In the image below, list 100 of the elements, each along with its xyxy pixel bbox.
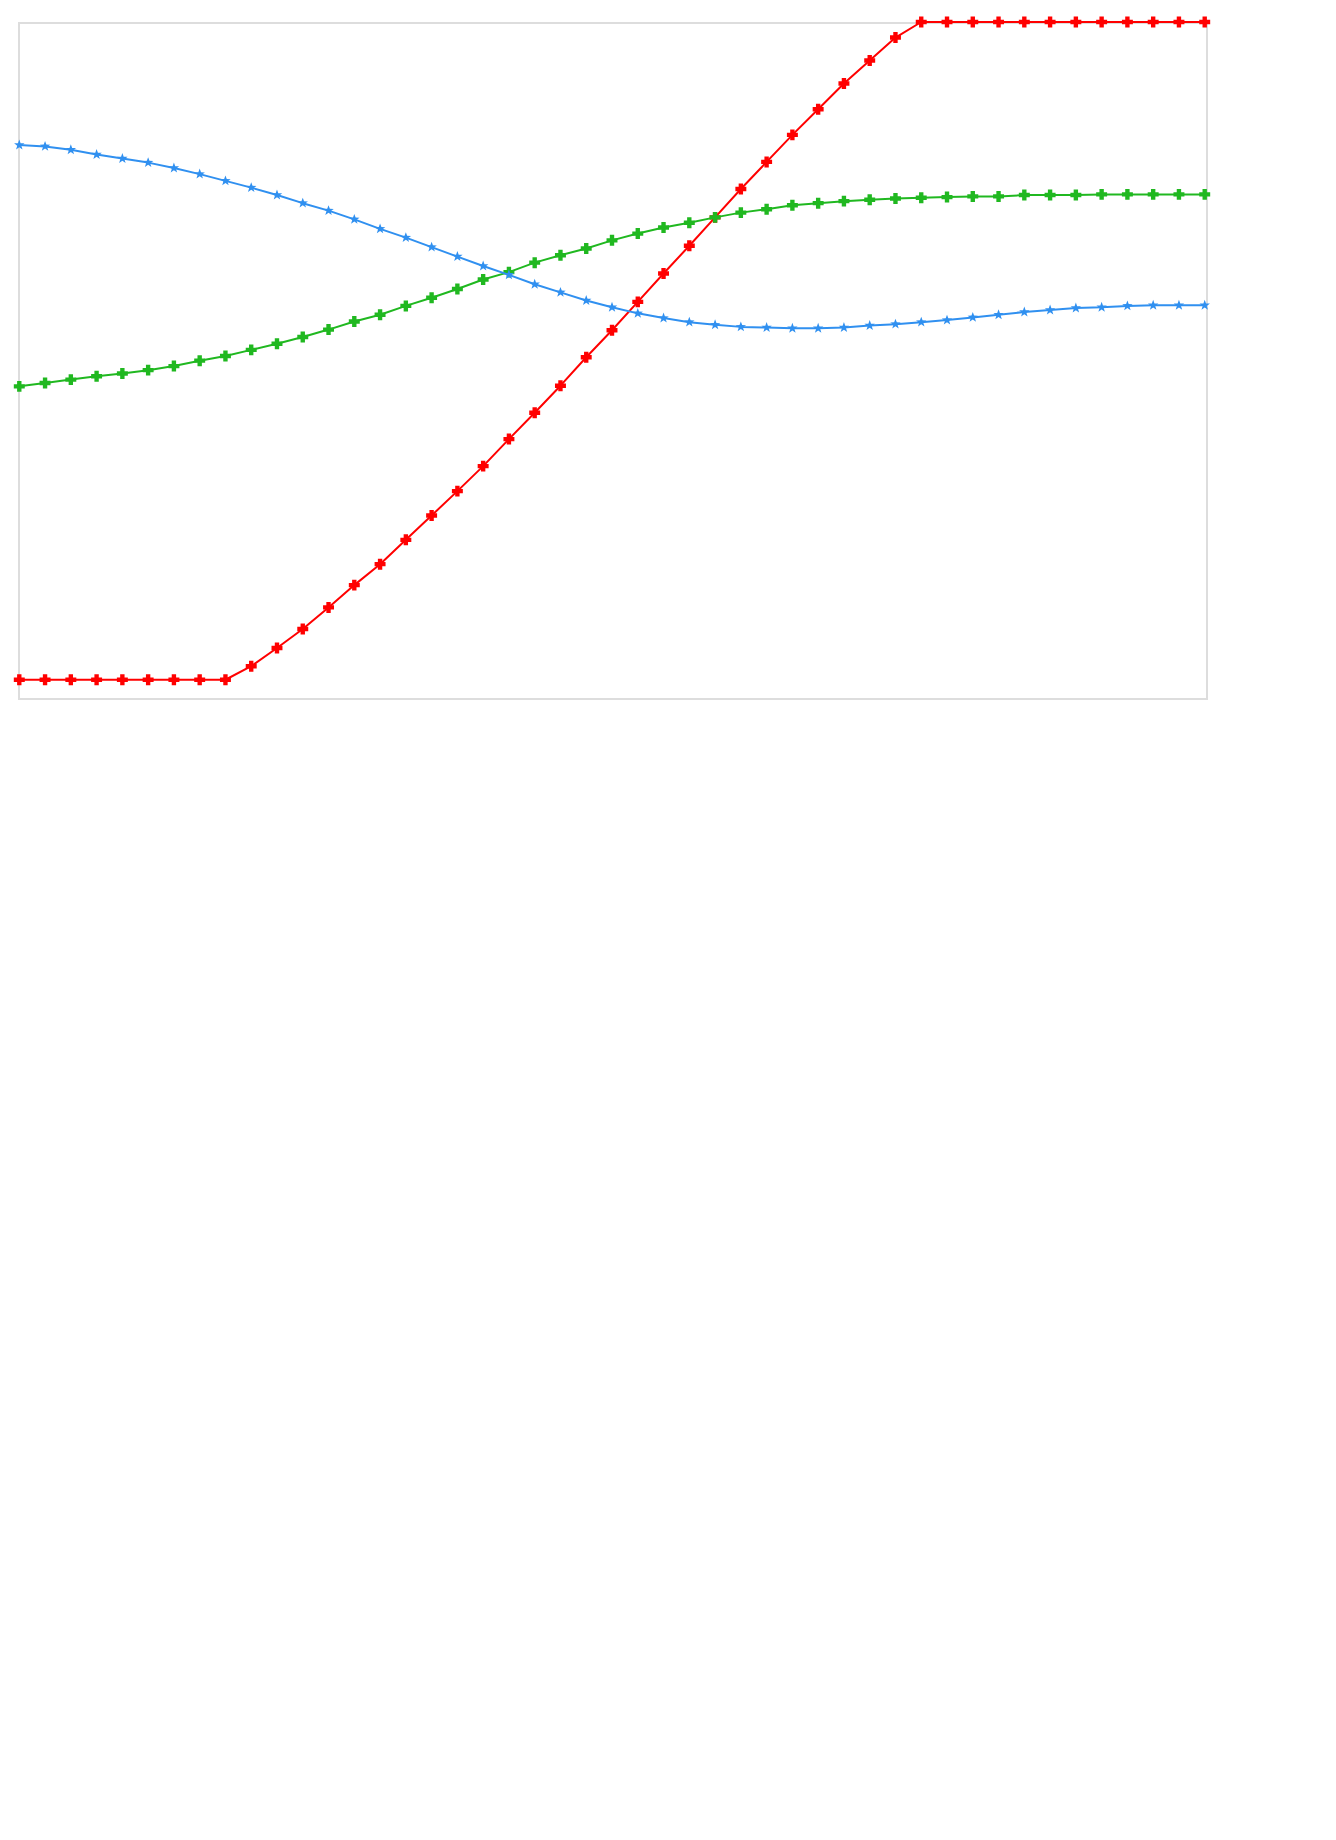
point bbox=[1018, 16, 1030, 28]
point bbox=[555, 286, 566, 297]
point bbox=[1121, 188, 1133, 200]
point bbox=[1096, 16, 1108, 28]
point bbox=[39, 674, 51, 686]
point bbox=[787, 322, 798, 333]
point bbox=[709, 319, 721, 330]
point bbox=[194, 168, 205, 179]
point bbox=[786, 129, 798, 141]
point bbox=[606, 234, 618, 246]
point bbox=[632, 228, 644, 240]
point bbox=[1122, 300, 1133, 311]
point bbox=[916, 316, 927, 327]
point bbox=[838, 78, 850, 89]
point bbox=[426, 292, 438, 304]
point bbox=[297, 197, 308, 208]
point bbox=[580, 242, 592, 254]
point bbox=[297, 623, 309, 635]
point bbox=[245, 344, 257, 356]
point bbox=[1147, 188, 1159, 200]
point bbox=[658, 312, 669, 323]
point bbox=[477, 274, 489, 286]
point bbox=[65, 144, 77, 155]
point bbox=[374, 309, 386, 321]
point bbox=[219, 350, 231, 362]
point bbox=[761, 322, 772, 332]
point bbox=[1199, 299, 1210, 310]
point bbox=[581, 295, 592, 305]
point bbox=[554, 380, 566, 392]
point bbox=[168, 162, 180, 173]
point bbox=[554, 249, 566, 261]
point bbox=[735, 183, 747, 195]
point bbox=[864, 194, 876, 206]
point bbox=[91, 370, 103, 382]
point bbox=[735, 321, 747, 332]
point bbox=[658, 222, 670, 233]
point bbox=[1019, 306, 1030, 317]
point bbox=[13, 674, 25, 686]
point bbox=[142, 364, 154, 376]
point bbox=[1070, 189, 1082, 201]
point bbox=[245, 660, 257, 672]
point bbox=[838, 195, 850, 207]
point bbox=[786, 199, 798, 211]
point bbox=[477, 460, 489, 472]
point bbox=[400, 534, 412, 546]
point bbox=[864, 55, 876, 67]
point bbox=[580, 351, 592, 363]
point bbox=[889, 192, 901, 204]
point bbox=[168, 674, 180, 686]
point bbox=[116, 674, 128, 686]
point bbox=[941, 314, 953, 325]
point bbox=[529, 257, 541, 269]
point bbox=[246, 182, 257, 193]
point bbox=[889, 32, 901, 44]
point bbox=[1018, 189, 1030, 201]
point bbox=[1121, 16, 1133, 28]
point bbox=[220, 175, 231, 186]
point bbox=[812, 103, 824, 115]
point bbox=[349, 213, 360, 224]
point bbox=[13, 380, 25, 392]
point bbox=[993, 190, 1005, 202]
point bbox=[168, 360, 180, 372]
point bbox=[142, 674, 154, 686]
point bbox=[890, 318, 901, 329]
point bbox=[1096, 188, 1108, 200]
point bbox=[683, 240, 695, 252]
point bbox=[194, 355, 206, 367]
point bbox=[1173, 299, 1185, 310]
point bbox=[812, 322, 824, 333]
point bbox=[426, 510, 438, 521]
point bbox=[529, 407, 541, 419]
point bbox=[683, 217, 695, 229]
point bbox=[219, 674, 231, 686]
point bbox=[503, 433, 515, 445]
point bbox=[735, 207, 747, 219]
point bbox=[915, 192, 927, 204]
point bbox=[761, 203, 773, 215]
point bbox=[452, 251, 463, 262]
point bbox=[451, 485, 463, 497]
point bbox=[400, 300, 412, 312]
point bbox=[761, 156, 773, 168]
point bbox=[632, 296, 644, 308]
point bbox=[91, 149, 102, 159]
point bbox=[1044, 189, 1056, 201]
point bbox=[65, 674, 77, 686]
point bbox=[838, 322, 850, 332]
point bbox=[65, 374, 77, 386]
point bbox=[348, 579, 360, 591]
point bbox=[1070, 302, 1082, 313]
point bbox=[1199, 188, 1211, 200]
point bbox=[91, 674, 103, 686]
point bbox=[142, 157, 154, 168]
point bbox=[451, 283, 463, 295]
point bbox=[116, 368, 128, 379]
point bbox=[348, 315, 360, 327]
point bbox=[14, 139, 25, 150]
point bbox=[967, 190, 979, 202]
point bbox=[1044, 304, 1056, 315]
point bbox=[812, 197, 824, 209]
point bbox=[194, 674, 206, 686]
